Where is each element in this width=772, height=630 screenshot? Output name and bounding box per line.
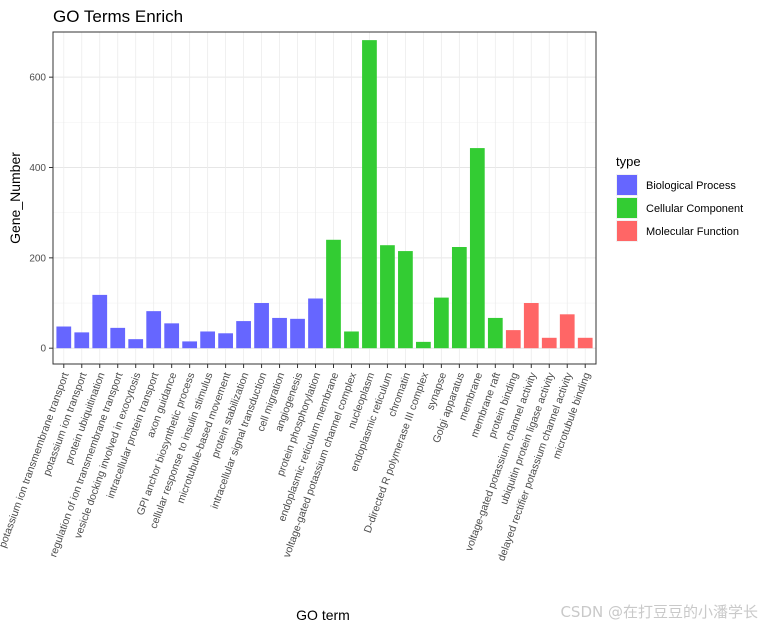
bar (308, 298, 323, 349)
y-tick-label: 0 (40, 344, 46, 355)
bar (523, 303, 539, 349)
x-axis-title: GO term (296, 607, 350, 623)
y-axis-title: Gene_Number (7, 152, 23, 244)
y-tick-label: 400 (29, 163, 46, 174)
bar (164, 323, 180, 349)
bar (182, 341, 198, 349)
watermark: CSDN @在打豆豆的小潘学长 (560, 603, 758, 621)
legend-swatch (617, 221, 637, 241)
legend-label: Cellular Component (646, 203, 743, 215)
bar (344, 331, 359, 349)
panel-border (52, 31, 597, 365)
bar (505, 330, 521, 349)
x-axis: potassium ion transmembrane transportpot… (0, 364, 593, 563)
bar (272, 317, 287, 349)
y-tick-label: 200 (29, 253, 46, 264)
bar (128, 339, 144, 349)
y-axis: 0 200 400 600 (29, 73, 53, 355)
bar (577, 337, 593, 349)
panel-background (53, 32, 596, 364)
legend-label: Biological Process (646, 180, 736, 192)
grid-layer (53, 31, 596, 364)
bar (398, 251, 413, 349)
bar (218, 333, 233, 349)
bar (236, 321, 251, 349)
bar (433, 297, 449, 349)
legend-title: type (616, 154, 641, 169)
bar (74, 332, 90, 349)
bar (559, 314, 575, 349)
bar (469, 148, 485, 349)
legend: type Biological Process Cellular Componen… (616, 154, 743, 242)
bar (380, 245, 395, 349)
bar (416, 341, 431, 349)
bar (56, 326, 72, 349)
bar (541, 337, 557, 349)
bar (110, 327, 126, 349)
y-tick-label: 600 (29, 73, 46, 84)
bars-layer (56, 40, 593, 349)
bar (326, 239, 341, 349)
bar (92, 294, 108, 349)
bar (146, 311, 162, 349)
bar (451, 247, 467, 349)
legend-swatch (617, 198, 637, 218)
chart-title: GO Terms Enrich (53, 7, 183, 26)
legend-label: Molecular Function (646, 226, 739, 238)
bar (290, 318, 305, 349)
bar (362, 40, 377, 349)
legend-swatch (617, 175, 637, 195)
bar (487, 317, 503, 349)
bar (254, 303, 269, 349)
bar (200, 331, 216, 349)
